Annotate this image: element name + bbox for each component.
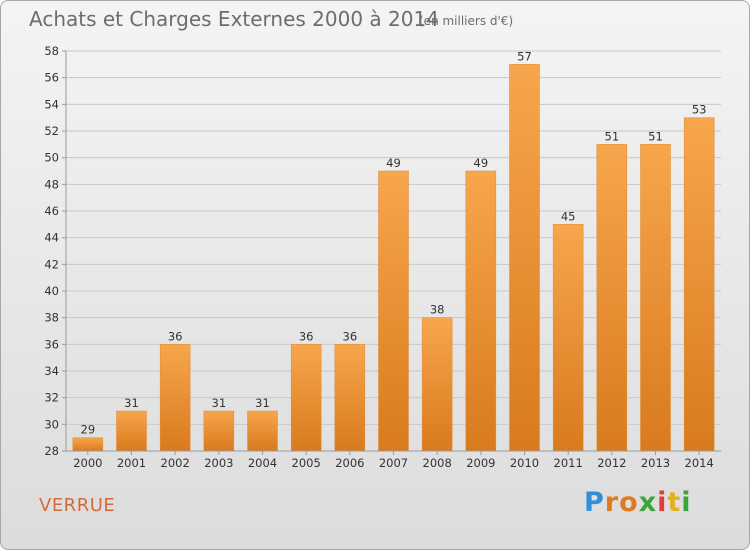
bar-2012	[596, 144, 628, 452]
value-label-2002: 36	[168, 329, 183, 343]
y-tick-label: 28	[44, 444, 59, 458]
logo-letter: x	[638, 487, 658, 518]
x-tick-label-2000: 2000	[73, 456, 102, 470]
value-label-2004: 31	[255, 396, 270, 410]
x-tick-label-2010: 2010	[510, 456, 539, 470]
x-tick-label-2005: 2005	[292, 456, 321, 470]
value-label-2006: 36	[343, 329, 358, 343]
bar-2003	[203, 410, 235, 452]
x-tick-label-2011: 2011	[554, 456, 583, 470]
y-axis: 28 30 32 34 36 38 40 42 44 46 48 50 52 54 56 58	[44, 44, 67, 458]
y-tick-label: 36	[44, 337, 59, 351]
bar-2007	[378, 170, 409, 452]
x-tick-label-2004: 2004	[248, 456, 277, 470]
value-label-2010: 57	[517, 49, 532, 63]
x-tick-label-2006: 2006	[335, 456, 364, 470]
y-tick-label: 40	[44, 284, 59, 298]
bar-2006	[334, 344, 366, 452]
x-tick-label-2009: 2009	[466, 456, 495, 470]
x-tick-label-2001: 2001	[117, 456, 146, 470]
x-tick-label-2007: 2007	[379, 456, 408, 470]
bar-2004	[247, 410, 278, 452]
logo-letter: o	[619, 487, 639, 518]
value-label-2008: 38	[430, 303, 445, 317]
x-tick-label-2008: 2008	[423, 456, 452, 470]
bar-2005	[290, 344, 322, 452]
value-label-2005: 36	[299, 329, 314, 343]
y-tick-label: 54	[44, 97, 59, 111]
y-tick-label: 46	[44, 204, 59, 218]
bar-2002	[159, 344, 191, 452]
x-tick-label-2012: 2012	[597, 456, 626, 470]
value-label-2014: 53	[692, 103, 707, 117]
logo-letter: t	[667, 487, 682, 518]
bar-2010	[509, 64, 540, 452]
x-axis: 2000 2001 2002 2003 2004 2005 2006 2007 2008 2009…	[66, 450, 721, 470]
logo-letter: r	[604, 487, 620, 518]
value-label-2001: 31	[124, 396, 139, 410]
bar-2001	[116, 410, 147, 452]
y-tick-label: 48	[44, 177, 59, 191]
value-label-2007: 49	[386, 156, 401, 170]
x-tick-label-2002: 2002	[161, 456, 190, 470]
value-label-2011: 45	[561, 209, 576, 223]
logo-letter: P	[584, 487, 605, 518]
bar-2009	[465, 170, 497, 452]
value-label-2003: 31	[212, 396, 227, 410]
logo-letter: i	[657, 487, 668, 518]
x-tick-label-2014: 2014	[685, 456, 714, 470]
y-tick-label: 42	[44, 257, 59, 271]
value-label-2013: 51	[648, 129, 663, 143]
bar-2000	[72, 437, 104, 452]
bar-2014	[683, 117, 715, 452]
x-tick-label-2013: 2013	[641, 456, 670, 470]
logo-letter: i	[681, 487, 692, 518]
proxiti-logo[interactable]: Proxiti	[584, 487, 692, 518]
bar-2008	[421, 317, 453, 452]
y-tick-label: 56	[44, 71, 59, 85]
y-tick-label: 34	[44, 364, 59, 378]
x-tick-label-2003: 2003	[204, 456, 233, 470]
chart-title: Achats et Charges Externes 2000 à 2014	[29, 7, 439, 31]
y-tick-label: 52	[44, 124, 59, 138]
bar-2013	[640, 144, 671, 452]
y-tick-label: 38	[44, 311, 59, 325]
value-label-2000: 29	[81, 423, 96, 437]
y-tick-label: 30	[44, 417, 59, 431]
y-tick-label: 44	[44, 231, 59, 245]
bar-2011	[552, 224, 584, 452]
chart-subtitle: (en milliers d'€)	[419, 14, 514, 28]
place-name: VERRUE	[39, 495, 116, 516]
y-tick-label: 32	[44, 391, 59, 405]
bars: 29 31 36 31 31 36 36 49 38 49 57 45 51 51 53	[72, 49, 715, 452]
y-tick-label: 50	[44, 151, 59, 165]
value-label-2012: 51	[605, 129, 620, 143]
y-tick-label: 58	[44, 44, 59, 58]
value-label-2009: 49	[474, 156, 489, 170]
